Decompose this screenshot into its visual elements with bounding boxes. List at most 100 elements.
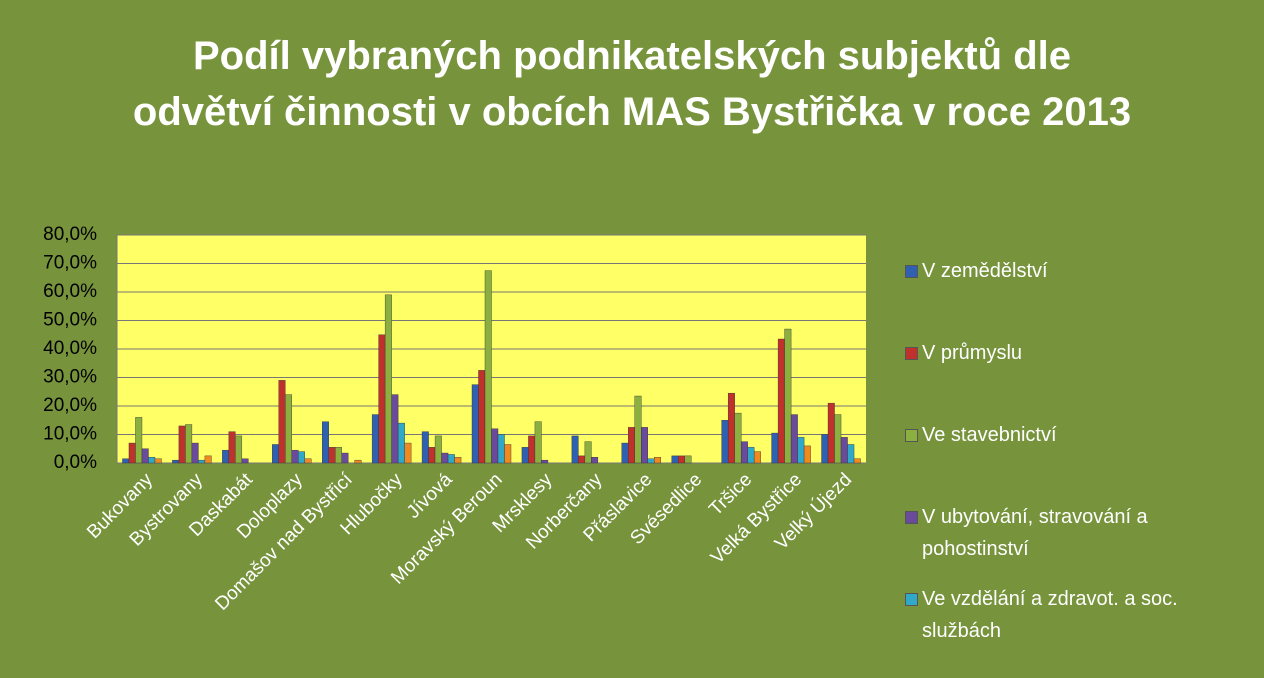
bar — [285, 394, 292, 464]
bar — [384, 294, 392, 464]
legend-entry: Ve stavebnictví — [905, 419, 1245, 501]
bar — [840, 437, 848, 464]
bar — [304, 458, 312, 464]
bar — [584, 441, 592, 464]
bar — [198, 459, 206, 464]
legend-entry: V průmyslu — [905, 337, 1245, 419]
bar — [222, 449, 230, 464]
legend-label: V ubytování, stravování a pohostinství — [922, 506, 1148, 560]
bar — [571, 435, 579, 464]
bar — [371, 414, 379, 464]
bar — [641, 427, 648, 464]
chart-title: Podíl vybraných podnikatelských subjektů… — [132, 34, 1132, 134]
bar — [148, 457, 156, 464]
bar — [322, 421, 329, 464]
bar — [354, 459, 362, 464]
bar — [421, 431, 429, 464]
legend-label: Ve stavebnictví — [922, 424, 1057, 446]
bar — [141, 448, 149, 464]
bar — [821, 434, 829, 464]
bar — [404, 442, 412, 464]
bar — [172, 459, 180, 464]
bar — [441, 452, 449, 464]
bar — [298, 451, 305, 464]
bar — [777, 338, 785, 464]
bar — [128, 442, 136, 464]
bar — [378, 334, 386, 464]
bar — [521, 447, 529, 464]
bar — [753, 451, 761, 464]
bar — [834, 414, 842, 464]
bar — [335, 447, 342, 464]
bar — [454, 457, 462, 464]
bar — [397, 422, 405, 464]
bar — [185, 424, 193, 464]
legend: V zemědělství V průmyslu Ve stavebnictví V … — [905, 255, 1245, 665]
bar — [771, 432, 779, 464]
bar — [621, 442, 629, 464]
bar — [447, 454, 455, 464]
legend-entry: V zemědělství — [905, 255, 1245, 337]
legend-swatch — [905, 593, 918, 606]
bar — [228, 431, 236, 464]
y-tick-label: 80,0% — [43, 224, 97, 245]
bar — [122, 458, 130, 464]
legend-entry: V ubytování, stravování a pohostinství — [905, 501, 1245, 583]
bar — [528, 435, 536, 464]
bar — [591, 457, 599, 464]
bar — [341, 452, 349, 464]
bar — [784, 328, 792, 464]
bar — [272, 444, 279, 464]
y-tick-label: 0,0% — [54, 452, 97, 473]
legend-swatch — [905, 429, 918, 442]
y-tick-label: 20,0% — [43, 395, 97, 416]
bar — [434, 435, 442, 464]
bar — [654, 457, 661, 464]
bar — [853, 458, 861, 464]
bar — [484, 270, 492, 464]
bar — [391, 394, 399, 464]
bar — [291, 449, 299, 464]
y-tick-label: 30,0% — [43, 367, 97, 388]
bar — [491, 428, 499, 464]
bar — [235, 435, 243, 464]
bar — [471, 384, 479, 464]
bar — [204, 455, 212, 464]
y-tick-label: 10,0% — [43, 424, 97, 445]
bar — [684, 455, 692, 464]
bar — [740, 441, 748, 464]
bar — [721, 420, 729, 464]
legend-label: V průmyslu — [922, 342, 1023, 364]
bar — [671, 455, 679, 464]
bar — [135, 417, 143, 464]
legend-swatch — [905, 511, 918, 524]
bar — [727, 392, 735, 464]
y-tick-label: 60,0% — [43, 281, 97, 302]
bar — [634, 395, 642, 464]
legend-label: Ve vzdělání a zdravot. a soc. službách — [922, 588, 1178, 642]
bar — [191, 442, 199, 464]
bar — [578, 455, 586, 464]
bar — [178, 425, 186, 464]
bar — [241, 458, 249, 464]
bar — [647, 458, 655, 464]
y-tick-label: 50,0% — [43, 310, 97, 331]
bar — [797, 437, 805, 464]
bar — [803, 445, 811, 464]
bar — [678, 455, 685, 464]
bar — [504, 444, 512, 464]
bar — [497, 434, 505, 464]
bar — [428, 447, 436, 464]
legend-label: V zemědělství — [922, 260, 1048, 282]
bar — [278, 380, 286, 464]
legend-swatch — [905, 347, 918, 360]
bar — [328, 447, 336, 464]
bar — [847, 444, 855, 464]
bar — [154, 458, 162, 464]
bar — [734, 412, 742, 464]
y-tick-label: 70,0% — [43, 253, 97, 274]
y-tick-label: 40,0% — [43, 338, 97, 359]
legend-entry: Ve vzdělání a zdravot. a soc. službách — [905, 583, 1245, 665]
